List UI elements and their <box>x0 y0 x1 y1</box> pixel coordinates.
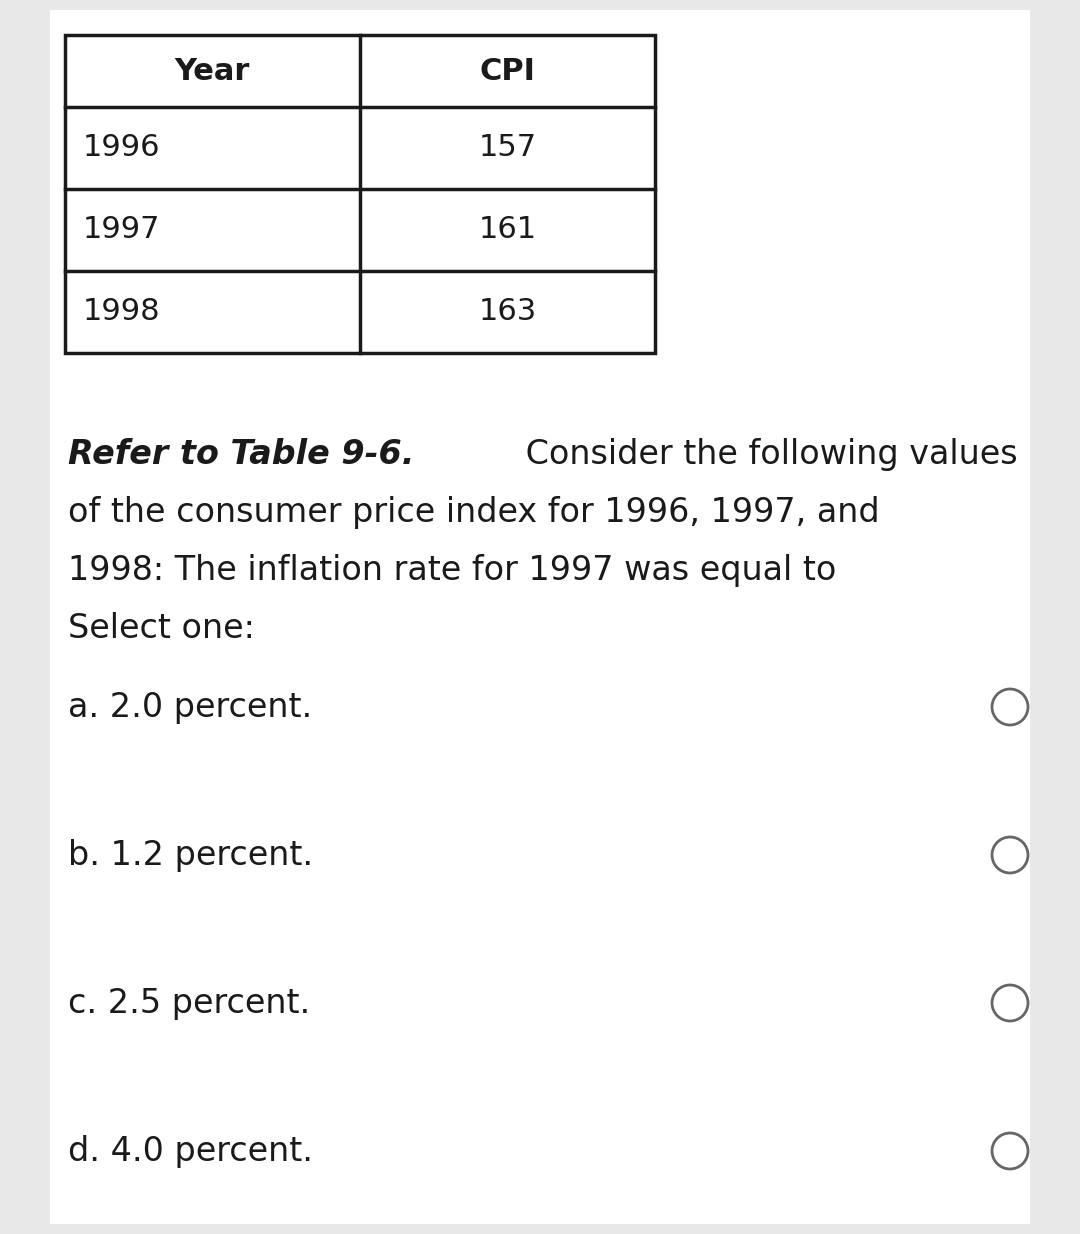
Text: b. 1.2 percent.: b. 1.2 percent. <box>68 838 313 871</box>
Text: 161: 161 <box>478 216 537 244</box>
Text: Select one:: Select one: <box>68 612 255 645</box>
Text: 1998: The inflation rate for 1997 was equal to: 1998: The inflation rate for 1997 was eq… <box>68 554 836 587</box>
Text: 1997: 1997 <box>83 216 161 244</box>
Text: c. 2.5 percent.: c. 2.5 percent. <box>68 986 310 1019</box>
Text: 157: 157 <box>478 133 537 163</box>
Bar <box>65 35 654 353</box>
Text: CPI: CPI <box>480 57 536 85</box>
Text: 1998: 1998 <box>83 297 161 327</box>
Text: d. 4.0 percent.: d. 4.0 percent. <box>68 1134 313 1167</box>
Text: 1996: 1996 <box>83 133 161 163</box>
Text: Consider the following values: Consider the following values <box>515 438 1017 471</box>
Text: of the consumer price index for 1996, 1997, and: of the consumer price index for 1996, 19… <box>68 496 879 529</box>
Text: Refer to Table 9-6.: Refer to Table 9-6. <box>68 438 415 471</box>
Text: 163: 163 <box>478 297 537 327</box>
Text: Year: Year <box>175 57 251 85</box>
Text: a. 2.0 percent.: a. 2.0 percent. <box>68 691 312 723</box>
